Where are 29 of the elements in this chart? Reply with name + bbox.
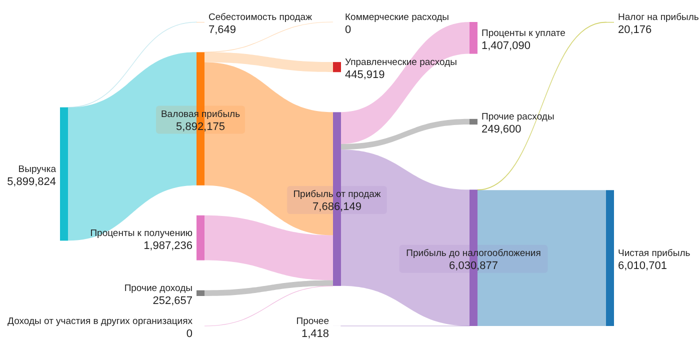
category-label: Налог на прибыль xyxy=(618,12,699,24)
category-label: Прибыль до налогообложения xyxy=(406,248,541,259)
data-label: 5,892,175 xyxy=(176,120,225,133)
category-label: Себестоимость продаж xyxy=(208,12,313,24)
category-label: Прочие доходы xyxy=(124,283,193,294)
category-label: Чистая прибыль xyxy=(618,248,690,260)
category-label: Прибыль от продаж xyxy=(293,189,382,200)
data-label: 1,418 xyxy=(301,328,329,340)
data-label: 6,010,701 xyxy=(618,260,667,272)
data-label: 5,899,824 xyxy=(7,176,56,188)
category-label: Прочее xyxy=(296,316,329,327)
category-label: Выручка xyxy=(18,164,57,175)
category-label: Проценты к получению xyxy=(90,228,192,239)
data-label: 20,176 xyxy=(618,24,652,36)
category-label: Доходы от участия в других организациях xyxy=(8,316,193,327)
data-label: 1,407,090 xyxy=(482,40,530,52)
data-label: 445,919 xyxy=(345,69,385,82)
category-label: Прочие расходы xyxy=(482,112,554,123)
data-label: 252,657 xyxy=(152,295,192,308)
category-label: Управленческие расходы xyxy=(345,57,458,68)
data-label: 7,686,149 xyxy=(312,201,362,214)
category-label: Коммерческие расходы xyxy=(345,12,450,23)
data-label: 1,987,236 xyxy=(144,240,192,252)
data-label: 7,649 xyxy=(208,24,236,36)
data-label: 6,030,877 xyxy=(449,260,498,272)
data-label: 0 xyxy=(345,24,352,36)
data-label: 0 xyxy=(186,328,192,340)
data-label: 249,600 xyxy=(482,124,522,136)
category-label: Проценты к уплате xyxy=(482,28,566,39)
